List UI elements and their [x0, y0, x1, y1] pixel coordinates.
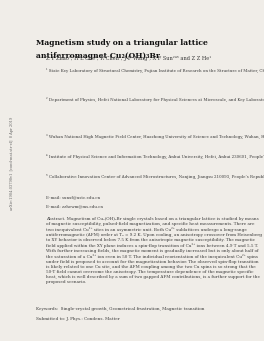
Text: Magnetism study on a triangular lattice: Magnetism study on a triangular lattice [36, 39, 208, 47]
Text: E-mail: sunxf@ustc.edu.cn: E-mail: sunxf@ustc.edu.cn [46, 196, 100, 200]
Text: arXiv:1904.03798v1  [cond-mat.str-el]  8 Apr 2019: arXiv:1904.03798v1 [cond-mat.str-el] 8 A… [10, 117, 14, 210]
Text: ⁵ Collaborative Innovation Center of Advanced Microstructures, Nanjing, Jiangsu : ⁵ Collaborative Innovation Center of Adv… [46, 174, 264, 179]
Text: ¹ State Key Laboratory of Structural Chemistry, Fujian Institute of Research on : ¹ State Key Laboratory of Structural Che… [46, 68, 264, 73]
Text: Abstract. Magnetism of Cu₂(OH)₃Br single crystals based on a triangular lattice : Abstract. Magnetism of Cu₂(OH)₃Br single… [46, 217, 262, 284]
Text: Keywords:  Single-crystal growth, Geometrical frustration, Magnetic transition: Keywords: Single-crystal growth, Geometr… [36, 307, 204, 311]
Text: ² Department of Physics, Hefei National Laboratory for Physical Sciences at Micr: ² Department of Physics, Hefei National … [46, 97, 264, 102]
Text: E-mail: zzhewm@ms.edu.cn: E-mail: zzhewm@ms.edu.cn [46, 205, 103, 209]
Text: Submitted to: J. Phys.: Condens. Matter: Submitted to: J. Phys.: Condens. Matter [36, 317, 119, 321]
Text: ³ Wuhan National High Magnetic Field Center, Huazhong University of Science and : ³ Wuhan National High Magnetic Field Cen… [46, 134, 264, 139]
Text: Z Y Zhao¹, H L Che², R Chen², J F Wang³, X F Sun²⁴⁵ and Z Z He¹: Z Y Zhao¹, H L Che², R Chen², J F Wang³,… [46, 56, 211, 61]
Text: ⁴ Institute of Physical Science and Information Technology, Anhui University, He: ⁴ Institute of Physical Science and Info… [46, 154, 264, 159]
Text: antiferromagnet Cu₂(OH)₃Br: antiferromagnet Cu₂(OH)₃Br [36, 52, 160, 60]
